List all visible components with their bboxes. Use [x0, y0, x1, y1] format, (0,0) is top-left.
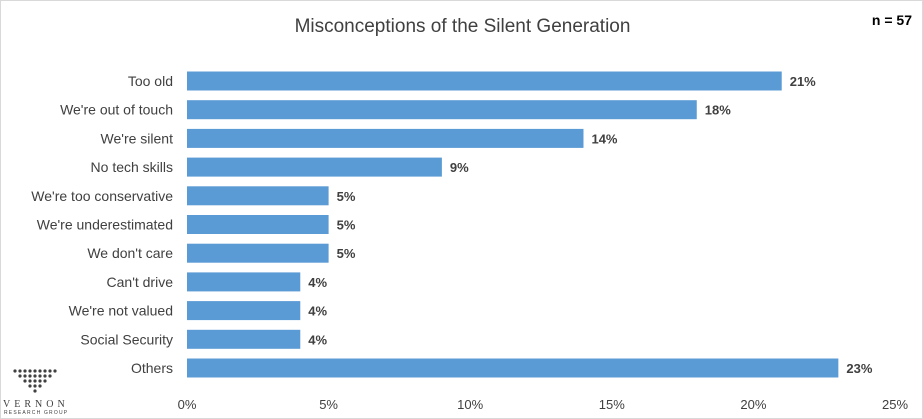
category-label: We're out of touch	[60, 102, 173, 118]
logo-dot	[48, 369, 52, 373]
logo-dot	[33, 369, 37, 373]
category-label: No tech skills	[91, 159, 173, 175]
logo-dot	[43, 379, 47, 383]
bar	[187, 243, 329, 263]
bar	[187, 71, 782, 91]
data-label: 9%	[450, 160, 469, 175]
category-label: Too old	[128, 73, 173, 89]
x-tick-label: 10%	[457, 397, 483, 412]
chart-title: Misconceptions of the Silent Generation	[294, 16, 631, 37]
logo-name: VERNON	[3, 399, 69, 410]
bars	[187, 71, 839, 378]
category-label: We don't care	[87, 245, 173, 261]
data-label: 18%	[705, 103, 731, 118]
data-label: 4%	[308, 304, 327, 319]
logo-dot	[33, 374, 37, 378]
x-tick-label: 5%	[319, 397, 338, 412]
bar	[187, 329, 301, 349]
logo-dot	[38, 384, 42, 388]
data-labels: 21% 18% 14% 9% 5% 5% 5% 4% 4% 4% 23%	[308, 74, 873, 376]
logo-dot	[38, 369, 42, 373]
x-tick-label: 0%	[178, 397, 197, 412]
bar	[187, 128, 584, 148]
logo-dot	[38, 374, 42, 378]
logo-dot	[28, 379, 32, 383]
logo-dot	[28, 369, 32, 373]
logo-dot	[53, 369, 57, 373]
logo-dot	[23, 374, 27, 378]
category-label: Social Security	[80, 331, 173, 347]
bar	[187, 186, 329, 206]
logo-dot	[43, 369, 47, 373]
x-tick-label: 15%	[599, 397, 625, 412]
logo-dot	[23, 379, 27, 383]
x-axis-tick-labels: 0% 5% 10% 15% 20% 25%	[178, 397, 909, 412]
logo-dot	[18, 374, 22, 378]
category-label: Others	[131, 360, 173, 376]
data-label: 4%	[308, 332, 327, 347]
data-label: 23%	[846, 361, 872, 376]
logo-subtitle: RESEARCH GROUP	[4, 410, 69, 416]
bar	[187, 100, 697, 120]
data-label: 5%	[337, 218, 356, 233]
data-label: 4%	[308, 275, 327, 290]
x-tick-label: 25%	[882, 397, 908, 412]
bar	[187, 157, 442, 177]
data-label: 5%	[337, 189, 356, 204]
logo-dot	[33, 379, 37, 383]
logo-dot	[33, 389, 37, 393]
data-label: 5%	[337, 246, 356, 261]
logo-dot	[33, 384, 37, 388]
category-label: We're underestimated	[37, 217, 173, 233]
logo-dot	[13, 369, 17, 373]
bar	[187, 215, 329, 234]
category-labels: Too old We're out of touch We're silent No …	[31, 73, 173, 376]
logo-dot	[48, 374, 52, 378]
category-label: We're silent	[101, 130, 174, 146]
x-tick-label: 20%	[740, 397, 766, 412]
logo-dot	[43, 374, 47, 378]
category-label: We're not valued	[69, 303, 173, 319]
logo-dot	[28, 374, 32, 378]
logo-dot	[28, 384, 32, 388]
category-label: Can't drive	[107, 274, 174, 290]
logo-dot	[23, 369, 27, 373]
logo-dot	[38, 379, 42, 383]
bar	[187, 358, 839, 378]
sample-size-label: n = 57	[871, 12, 912, 28]
data-label: 14%	[591, 131, 617, 146]
logo-dot	[18, 369, 22, 373]
bar	[187, 301, 301, 321]
category-label: We're too conservative	[31, 188, 173, 204]
bar	[187, 272, 301, 292]
vernon-logo-icon	[13, 369, 57, 393]
data-label: 21%	[790, 74, 816, 89]
